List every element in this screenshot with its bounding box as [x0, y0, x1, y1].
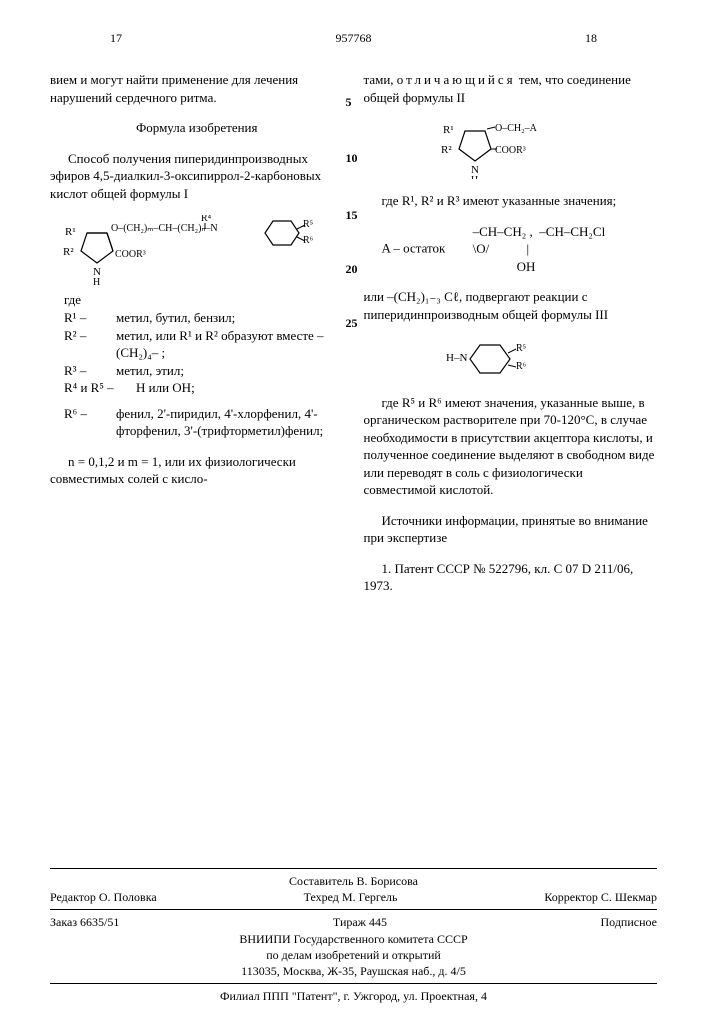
svg-text:O–(CH₂)ₘ–CH–(CH₂)ₙ–N: O–(CH₂)ₘ–CH–(CH₂)ₙ–N [111, 223, 218, 234]
formula-1-structure: R¹ R² N H COOR³ O–(CH₂)ₘ–CH–(CH₂)ₙ–N R⁴ … [57, 215, 337, 285]
svg-text:R¹: R¹ [65, 226, 76, 238]
where-2a: где R¹, R² и R³ имеют указанные зна­чени… [364, 192, 658, 210]
where-label: где [64, 291, 116, 309]
org-line-1: ВНИИПИ Государственного комитета СССР [50, 931, 657, 947]
n-value: n = 0,1,2 и m = 1, или их физио­логическ… [50, 453, 344, 488]
a-residue-label: A – остаток [382, 240, 446, 255]
editor: Редактор О. Половка [50, 889, 157, 905]
cont1-text: тами, [364, 72, 394, 87]
ln-20: 20 [346, 261, 358, 277]
frag2: –CH–CH₂Cl [539, 224, 605, 239]
techred: Техред М. Гергель [304, 889, 398, 905]
org-line-2: по делам изобретений и открытий [50, 947, 657, 963]
r2-label: R² – [64, 327, 116, 362]
corrector: Корректор С. Шекмар [544, 889, 657, 905]
doc-number: 957768 [336, 30, 372, 46]
r6-value: фенил, 2'-пиридил, 4'-хлор­фенил, 4'-фто… [116, 405, 344, 440]
r3-label: R³ – [64, 362, 116, 380]
formula-3-structure: H–N R⁵ R⁶ [440, 337, 580, 381]
left-column: вием и могут найти применение для лечени… [50, 58, 344, 608]
svg-text:O–CH₂–A: O–CH₂–A [495, 123, 538, 134]
svg-text:R⁶: R⁶ [516, 361, 527, 372]
right-column: 5 10 15 20 25 тами, отличающийся тем, чт… [364, 58, 658, 608]
svg-text:H–N: H–N [446, 352, 467, 364]
r1-label: R¹ – [64, 309, 116, 327]
page-header: 17 957768 18 [50, 30, 657, 46]
tirage: Тираж 445 [333, 914, 387, 930]
svg-text:R²: R² [63, 246, 74, 258]
substituent-defs: где R¹ –метил, бутил, бензил; R² –метил,… [64, 291, 344, 487]
svg-text:COOR³: COOR³ [115, 249, 146, 260]
svg-text:R¹: R¹ [443, 124, 454, 136]
address: 113035, Москва, Ж-35, Раушская наб., д. … [50, 963, 657, 979]
ln-15: 15 [346, 207, 358, 223]
r3-value: метил, этил; [116, 362, 184, 380]
branch: Филиал ППП "Патент", г. Ужгород, ул. Про… [50, 988, 657, 1004]
ln-25: 25 [346, 315, 358, 331]
order: Заказ 6635/51 [50, 914, 119, 930]
ln-5: 5 [346, 94, 358, 110]
svg-text:R²: R² [441, 144, 452, 156]
where-2b: A – остаток –CH–CH₂ , –CH–CH₂Cl \O/ | OH [364, 223, 658, 276]
page-right: 18 [585, 30, 597, 46]
frag4: OH [517, 259, 536, 274]
r45-value: H или OH; [136, 379, 195, 397]
r1-value: метил, бутил, бензил; [116, 309, 235, 327]
or-line: или –(CH₂)₁₋₃ Cℓ, подвергают реакции с п… [364, 288, 658, 323]
two-column-body: вием и могут найти применение для лечени… [50, 58, 657, 608]
ln-10: 10 [346, 150, 358, 166]
source-1: 1. Патент СССР № 522796, кл. C 07 D 211/… [364, 560, 658, 595]
method-para: Способ получения пиперидинпроиз­водных э… [50, 150, 344, 203]
intro-text: вием и могут найти применение для лечени… [50, 71, 344, 106]
r6-label: R⁶ – [64, 405, 116, 440]
claims-title: Формула изобретения [50, 119, 344, 137]
frag1: –CH–CH₂ [473, 224, 527, 239]
svg-text:H: H [471, 175, 478, 179]
svg-text:R⁴: R⁴ [201, 215, 212, 224]
r2-value: метил, или R¹ и R² образуют вместе –(CH₂… [116, 327, 344, 362]
imprint-footer: Составитель В. Борисова Редактор О. Поло… [50, 868, 657, 1004]
r45-label: R⁴ и R⁵ – [64, 379, 136, 397]
svg-text:R⁵: R⁵ [516, 343, 526, 354]
sources-title: Источники информации, принятые во вниман… [364, 512, 658, 547]
svg-text:H: H [93, 277, 100, 285]
line-number-gutter: 5 10 15 20 25 [346, 58, 358, 331]
spaced-text: отличающийся [397, 72, 516, 87]
formula-2-structure: R¹ R² N H O–CH₂–A COOR³ [425, 119, 595, 179]
page-left: 17 [110, 30, 122, 46]
svg-text:COOR³: COOR³ [495, 145, 526, 156]
right-cont-1: тами, отличающийся тем, что соединение о… [364, 71, 658, 106]
where-3: где R⁵ и R⁶ имеют значения, ука­занные в… [364, 394, 658, 499]
compiler: Составитель В. Борисова [50, 873, 657, 889]
svg-text:R⁵: R⁵ [303, 219, 313, 230]
subscription: Подписное [601, 914, 658, 930]
frag3: O [476, 241, 485, 256]
